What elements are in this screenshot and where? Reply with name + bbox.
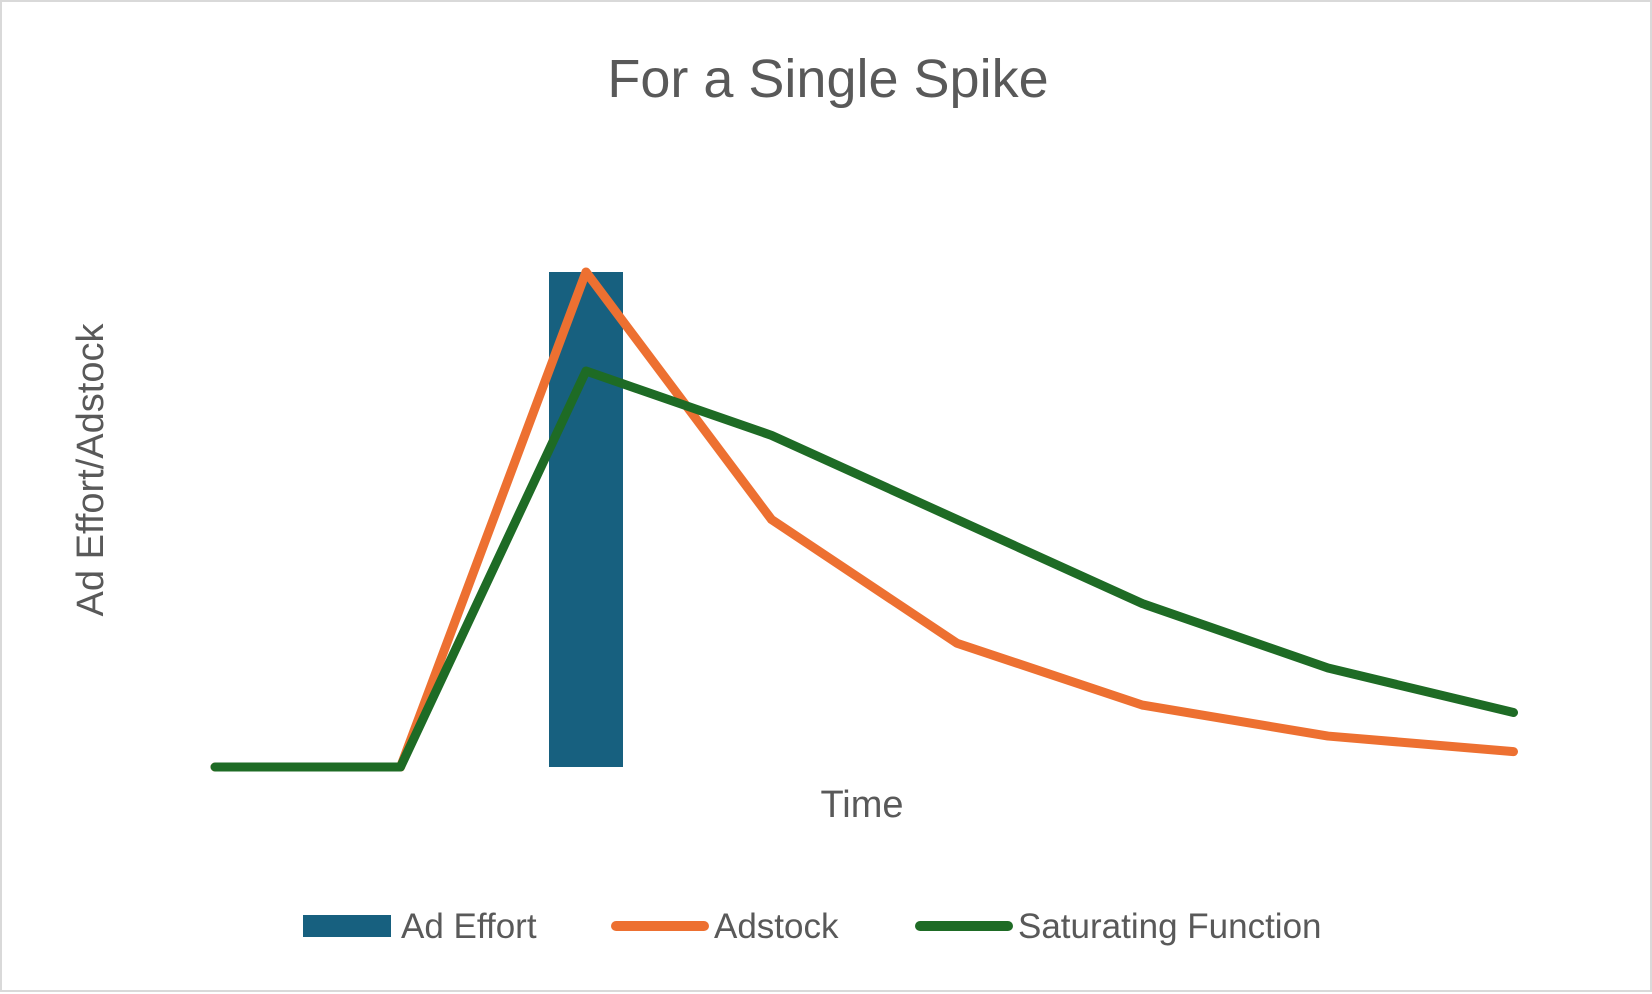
bar-layer [549,272,623,767]
adstock-line [210,267,1518,772]
saturating-function-line [210,366,1518,772]
legend-label-ad-effort: Ad Effort [401,907,537,946]
x-axis-label: Time [820,784,903,826]
y-axis-label: Ad Effort/Adstock [70,323,112,617]
legend-swatch-ad-effort [303,915,391,937]
line-layer [210,267,1518,772]
legend: Ad Effort Adstock Saturating Function [303,907,1322,946]
legend-label-adstock: Adstock [714,907,839,946]
ad-effort-bar-2 [549,272,623,767]
chart-title: For a Single Spike [607,49,1048,109]
legend-label-saturating-function: Saturating Function [1018,907,1322,946]
